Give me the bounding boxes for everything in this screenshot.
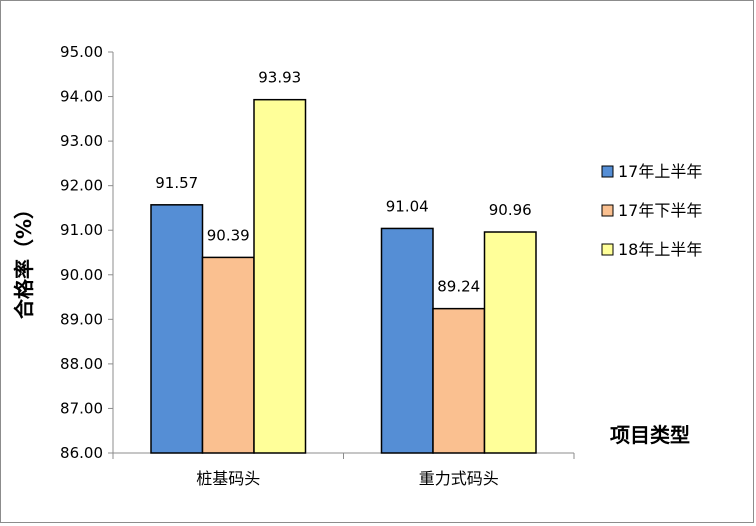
data-label: 90.39 — [207, 226, 250, 244]
legend-label: 17年下半年 — [618, 201, 702, 220]
x-axis-title: 项目类型 — [610, 423, 690, 447]
y-axis: 86.00 87.00 88.00 89.00 90.00 91.00 92.00 93.00… — [60, 43, 114, 462]
bar — [253, 98, 307, 454]
y-tick-label: 91.00 — [60, 221, 103, 239]
x-category-label: 重力式码头 — [419, 469, 499, 488]
y-tick-label: 94.00 — [60, 88, 103, 106]
legend: 17年上半年 17年下半年 18年上半年 — [601, 162, 702, 259]
bar — [483, 231, 537, 454]
legend-swatch — [601, 204, 614, 217]
x-axis: 桩基码头 重力式码头 — [112, 452, 575, 488]
bars — [150, 98, 537, 454]
data-label: 89.24 — [437, 278, 480, 296]
y-tick-label: 88.00 — [60, 355, 103, 373]
legend-swatch — [601, 243, 614, 256]
bar — [150, 204, 204, 454]
data-label: 91.04 — [386, 197, 429, 215]
legend-swatch — [601, 165, 614, 178]
y-tick-label: 87.00 — [60, 399, 103, 417]
y-tick-label: 90.00 — [60, 266, 103, 284]
y-tick-label: 86.00 — [60, 444, 103, 462]
y-tick-label: 95.00 — [60, 43, 103, 61]
legend-label: 18年上半年 — [618, 240, 702, 259]
data-label: 90.96 — [489, 201, 532, 219]
bar — [201, 256, 255, 454]
data-label: 93.93 — [258, 69, 301, 87]
bar — [432, 307, 486, 454]
y-axis-title: 合格率（%） — [12, 199, 36, 319]
data-label: 91.57 — [155, 174, 198, 192]
bar — [380, 227, 434, 454]
y-tick-label: 89.00 — [60, 310, 103, 328]
y-tick-label: 92.00 — [60, 177, 103, 195]
legend-label: 17年上半年 — [618, 162, 702, 181]
data-labels: 91.57 90.39 93.93 91.04 89.24 90.96 — [155, 69, 531, 296]
x-category-label: 桩基码头 — [196, 469, 260, 488]
y-tick-label: 93.00 — [60, 132, 103, 150]
